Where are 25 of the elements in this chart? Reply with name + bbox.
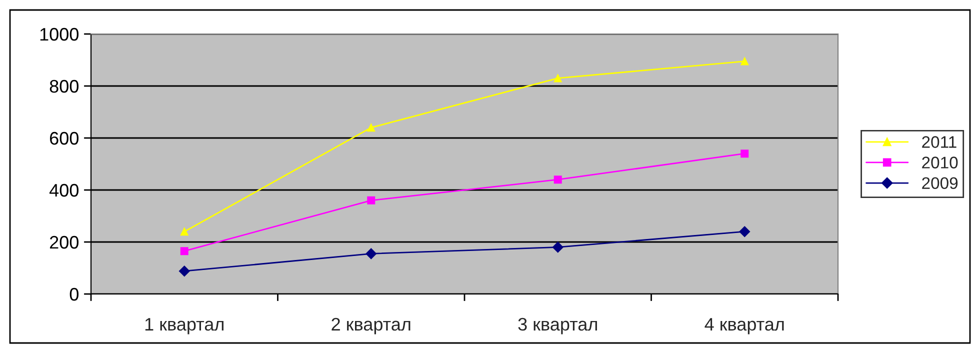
legend-label: 2009 (922, 177, 958, 190)
point (554, 74, 562, 82)
legend-label: 2010 (922, 156, 958, 168)
point (180, 247, 188, 256)
point (180, 228, 188, 236)
point (740, 150, 749, 158)
y-tick-label: 600 (50, 132, 78, 145)
y-tick-label: 400 (49, 184, 78, 197)
point (367, 124, 376, 132)
y-tick-label: 0 (70, 288, 78, 301)
point (178, 266, 190, 277)
point (740, 57, 749, 66)
point (552, 242, 564, 253)
legend-label: 2011 (922, 136, 956, 148)
x-tick-label: 4 квартал (704, 318, 784, 334)
point (739, 226, 750, 238)
x-tick-label: 2 квартал (332, 318, 410, 334)
y-tick-label: 1000 (40, 28, 78, 41)
x-tick-label: 3 квартал (518, 318, 597, 334)
point (366, 248, 377, 260)
point (367, 196, 376, 204)
y-tick-label: 200 (50, 236, 78, 249)
point (554, 176, 562, 184)
y-tick-label: 800 (50, 80, 78, 93)
x-tick-label: 1 квартал (145, 318, 224, 334)
